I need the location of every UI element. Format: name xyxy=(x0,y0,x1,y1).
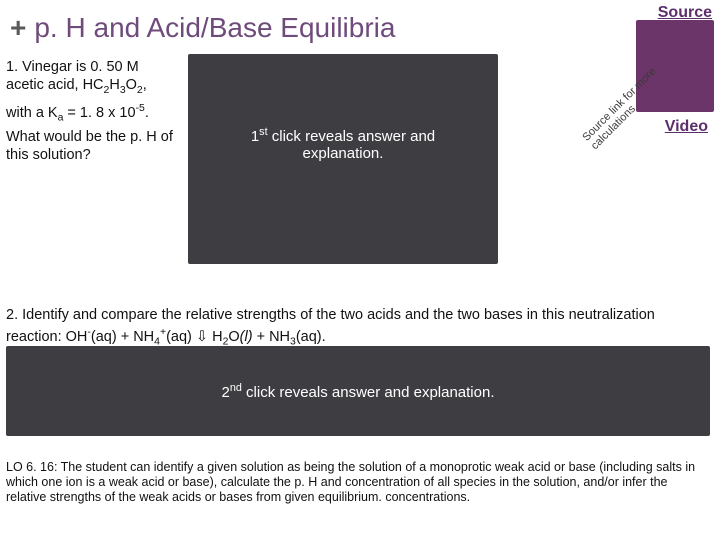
q1-exp: -5 xyxy=(136,103,145,114)
q2-h2o: H xyxy=(212,329,222,345)
reveal-1-text: 1st click reveals answer and explanation… xyxy=(214,126,472,162)
q2-plus1: + NH xyxy=(117,329,154,345)
q2-aq3: (aq) xyxy=(296,329,322,345)
q2-plus2: + NH xyxy=(253,329,290,345)
q2-aq1: (aq) xyxy=(91,329,117,345)
q2-o: O xyxy=(228,329,239,345)
reveal2-rest: click reveals answer and explanation. xyxy=(242,384,495,401)
q1-line4: What would be the p. H of xyxy=(6,129,173,145)
reveal-2-text: 2nd click reveals answer and explanation… xyxy=(222,382,495,401)
q2-aq2: (aq) xyxy=(166,329,192,345)
q1-line3c: . xyxy=(145,105,149,121)
plus-icon: + xyxy=(10,12,26,44)
q1-line3b: = 1. 8 x 10 xyxy=(63,105,135,121)
question-2: 2. Identify and compare the relative str… xyxy=(6,306,714,352)
page-title: p. H and Acid/Base Equilibria xyxy=(34,12,395,44)
q1-line2c: O xyxy=(126,77,137,93)
reveal1-num: 1 xyxy=(251,128,259,145)
reveal-panel-1[interactable]: 1st click reveals answer and explanation… xyxy=(188,54,498,264)
q1-line2b: H xyxy=(109,77,119,93)
down-arrow-icon: ⇩ xyxy=(192,329,212,345)
question-1: 1. Vinegar is 0. 50 M acetic acid, HC2H3… xyxy=(6,58,181,164)
q1-line2d: , xyxy=(143,77,147,93)
q1-line2a: acetic acid, HC xyxy=(6,77,104,93)
reveal-panel-2[interactable]: 2nd click reveals answer and explanation… xyxy=(6,346,710,436)
title-row: + p. H and Acid/Base Equilibria xyxy=(0,0,720,44)
learning-objective: LO 6. 16: The student can identify a giv… xyxy=(6,460,710,505)
video-link[interactable]: Video xyxy=(665,118,708,136)
reveal2-ord: nd xyxy=(230,382,242,394)
q2-l: (l) xyxy=(240,329,253,345)
reveal1-ord: st xyxy=(259,126,267,138)
q1-line1: 1. Vinegar is 0. 50 M xyxy=(6,59,139,75)
reveal2-num: 2 xyxy=(222,384,230,401)
q1-line5: this solution? xyxy=(6,147,91,163)
reveal1-rest: click reveals answer and explanation. xyxy=(268,128,436,162)
q1-line3a: with a K xyxy=(6,105,58,121)
q2-dot: . xyxy=(322,329,326,345)
